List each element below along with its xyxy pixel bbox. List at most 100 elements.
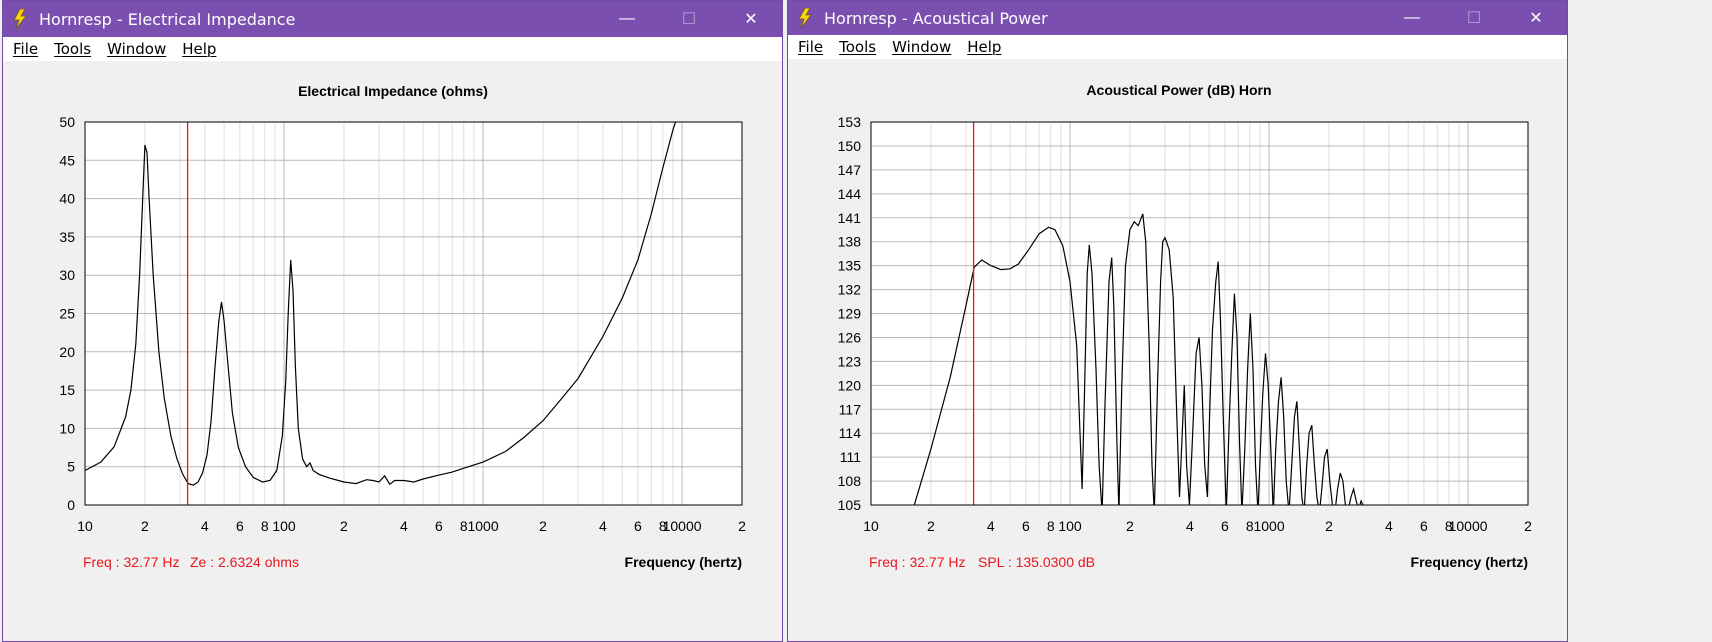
y-tick-label: 141 bbox=[838, 210, 862, 226]
value-readout: Ze : 2.6324 ohms bbox=[190, 554, 299, 570]
x-tick-label: 4 bbox=[201, 518, 209, 534]
y-tick-label: 153 bbox=[838, 114, 862, 130]
lightning-bolt-icon bbox=[794, 7, 816, 29]
x-tick-label: 6 bbox=[435, 518, 443, 534]
maximize-button[interactable]: ☐ bbox=[1466, 10, 1482, 27]
menu-tools[interactable]: Tools bbox=[839, 38, 877, 56]
x-axis-label: Frequency (hertz) bbox=[1411, 554, 1528, 570]
y-tick-label: 114 bbox=[839, 425, 862, 441]
title-bar[interactable]: Hornresp - Electrical Impedance — ☐ ✕ bbox=[3, 1, 782, 37]
y-tick-label: 150 bbox=[838, 138, 862, 154]
y-tick-label: 5 bbox=[67, 459, 75, 475]
menu-bar: File Tools Window Help bbox=[3, 37, 782, 61]
y-tick-label: 40 bbox=[59, 191, 75, 207]
y-tick-label: 120 bbox=[838, 377, 862, 393]
title-bar[interactable]: Hornresp - Acoustical Power — ☐ ✕ bbox=[788, 1, 1567, 35]
grid bbox=[871, 122, 1528, 505]
menu-window[interactable]: Window bbox=[892, 38, 952, 56]
window-title: Hornresp - Acoustical Power bbox=[824, 8, 1048, 28]
minimize-button[interactable]: — bbox=[619, 10, 635, 27]
x-tick-label: 1000 bbox=[1253, 518, 1284, 534]
x-tick-label: 2 bbox=[340, 518, 348, 534]
acoustical-power-chart[interactable]: 1051081111141171201231261291321351381411… bbox=[788, 59, 1567, 642]
menu-file[interactable]: File bbox=[798, 38, 824, 56]
y-tick-label: 105 bbox=[838, 497, 862, 513]
x-tick-label: 10 bbox=[77, 518, 93, 534]
x-tick-label: 8 bbox=[460, 518, 468, 534]
x-tick-label: 2 bbox=[1524, 518, 1532, 534]
chart-area[interactable]: 0 5 10 15 20 25 30 35 40 45 50 10 2 4 6 8 100 2 4 6 8 1000 2 4 6… bbox=[3, 61, 782, 641]
y-tick-label: 117 bbox=[839, 401, 862, 417]
frequency-readout: Freq : 32.77 Hz bbox=[83, 554, 180, 570]
frequency-readout: Freq : 32.77 Hz bbox=[869, 554, 966, 570]
x-tick-label: 2 bbox=[539, 518, 547, 534]
menu-tools[interactable]: Tools bbox=[54, 40, 92, 58]
x-tick-label: 6 bbox=[1221, 518, 1229, 534]
menu-file[interactable]: File bbox=[13, 40, 39, 58]
x-tick-label: 4 bbox=[1385, 518, 1393, 534]
x-tick-label: 4 bbox=[400, 518, 408, 534]
y-tick-label: 15 bbox=[59, 382, 75, 398]
x-tick-label: 4 bbox=[599, 518, 607, 534]
close-button[interactable]: ✕ bbox=[744, 11, 758, 28]
menu-help[interactable]: Help bbox=[182, 40, 217, 58]
plot-frame bbox=[870, 121, 1529, 506]
y-tick-label: 20 bbox=[59, 344, 75, 360]
minimize-button[interactable]: — bbox=[1404, 9, 1420, 26]
y-tick-label: 135 bbox=[838, 258, 862, 274]
grid bbox=[85, 122, 742, 505]
y-tick-label: 129 bbox=[838, 306, 862, 322]
window-title: Hornresp - Electrical Impedance bbox=[39, 9, 296, 29]
y-tick-label: 0 bbox=[67, 497, 75, 513]
acoustical-power-window[interactable]: Hornresp - Acoustical Power — ☐ ✕ File T… bbox=[787, 0, 1568, 642]
plot-frame bbox=[84, 121, 743, 506]
x-tick-label: 8 bbox=[261, 518, 269, 534]
x-tick-label: 6 bbox=[236, 518, 244, 534]
y-tick-label: 10 bbox=[59, 420, 75, 436]
impedance-window[interactable]: Hornresp - Electrical Impedance — ☐ ✕ Fi… bbox=[2, 0, 783, 642]
y-tick-label: 25 bbox=[59, 306, 75, 322]
menu-bar: File Tools Window Help bbox=[788, 35, 1567, 59]
y-tick-label: 108 bbox=[838, 473, 862, 489]
y-tick-label: 147 bbox=[838, 162, 862, 178]
x-tick-label: 2 bbox=[1325, 518, 1333, 534]
x-tick-label: 100 bbox=[272, 518, 296, 534]
x-axis-label: Frequency (hertz) bbox=[625, 554, 742, 570]
y-tick-label: 132 bbox=[838, 282, 862, 298]
x-tick-label: 6 bbox=[634, 518, 642, 534]
x-tick-label: 10000 bbox=[1449, 518, 1488, 534]
y-tick-label: 35 bbox=[59, 229, 75, 245]
x-tick-label: 8 bbox=[659, 518, 667, 534]
x-tick-label: 2 bbox=[738, 518, 746, 534]
x-tick-label: 8 bbox=[1047, 518, 1055, 534]
response-curve bbox=[913, 213, 1364, 505]
menu-window[interactable]: Window bbox=[107, 40, 167, 58]
chart-title: Electrical Impedance (ohms) bbox=[298, 83, 488, 99]
menu-help[interactable]: Help bbox=[967, 38, 1002, 56]
x-tick-label: 10 bbox=[863, 518, 879, 534]
x-tick-label: 2 bbox=[927, 518, 935, 534]
maximize-button[interactable]: ☐ bbox=[681, 11, 697, 28]
y-tick-label: 123 bbox=[838, 353, 862, 369]
lightning-bolt-icon bbox=[9, 8, 31, 30]
y-tick-label: 144 bbox=[838, 186, 862, 202]
y-tick-label: 126 bbox=[838, 329, 862, 345]
y-tick-label: 30 bbox=[59, 267, 75, 283]
chart-area[interactable]: 105 108 111 114 117 120 123 126 129 132 135 138 141 1… bbox=[788, 59, 1567, 641]
x-tick-label: 8 bbox=[1445, 518, 1453, 534]
x-tick-label: 2 bbox=[1126, 518, 1134, 534]
x-tick-label: 100 bbox=[1058, 518, 1082, 534]
y-tick-label: 138 bbox=[838, 234, 862, 250]
x-tick-label: 1000 bbox=[467, 518, 498, 534]
x-tick-label: 10000 bbox=[663, 518, 702, 534]
chart-title: Acoustical Power (dB) Horn bbox=[1086, 82, 1271, 98]
x-tick-label: 6 bbox=[1420, 518, 1428, 534]
x-tick-label: 8 bbox=[1246, 518, 1254, 534]
x-tick-label: 4 bbox=[1186, 518, 1194, 534]
close-button[interactable]: ✕ bbox=[1529, 10, 1543, 27]
x-tick-label: 4 bbox=[987, 518, 995, 534]
y-tick-label: 50 bbox=[59, 114, 75, 130]
value-readout: SPL : 135.0300 dB bbox=[978, 554, 1095, 570]
x-tick-label: 2 bbox=[141, 518, 149, 534]
